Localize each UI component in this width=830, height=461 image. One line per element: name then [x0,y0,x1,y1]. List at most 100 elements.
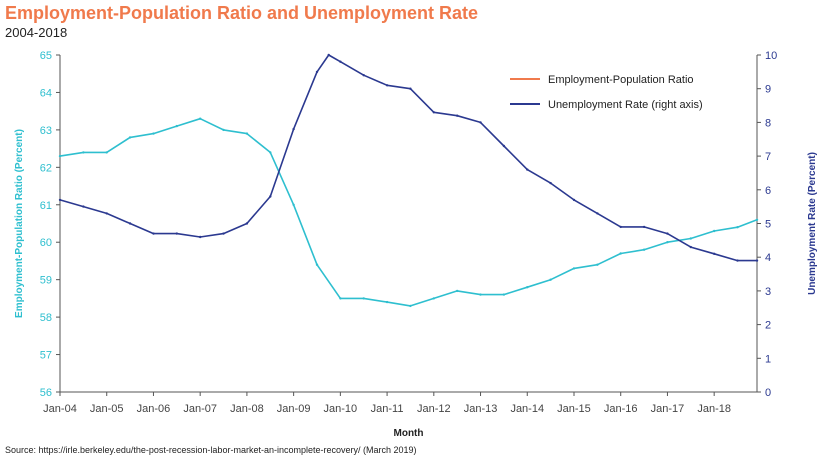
left-tick-label: 56 [40,387,52,399]
right-tick-label: 10 [765,50,777,62]
unemployment-point [128,222,132,225]
unemployment-point [222,232,225,235]
epop-point [385,300,389,304]
unemployment-point [689,245,692,249]
left-tick-label: 57 [40,350,52,362]
left-tick-label: 58 [40,312,52,324]
epop-point [549,278,552,281]
epop-point [175,124,178,128]
unemployment-line [59,54,757,262]
unemployment-point [199,235,202,239]
right-tick-label: 0 [765,387,771,399]
left-tick-label: 62 [40,162,52,174]
left-tick-label: 65 [40,50,52,62]
epop-point [689,237,692,240]
unemployment-point [105,212,108,215]
epop-point [456,289,459,293]
epop-point [666,241,669,244]
epop-point [58,154,62,158]
x-tick-label: Jan-05 [90,403,124,415]
unemployment-point [152,232,155,235]
left-tick-label: 61 [40,200,52,212]
epop-point [479,293,482,296]
x-axis-title: Month [394,428,424,439]
unemployment-point [479,121,482,124]
unemployment-point [409,87,412,90]
unemployment-point [456,114,459,117]
epop-point [105,151,108,154]
chart-title: Employment-Population Ratio and Unemploy… [5,3,479,23]
unemployment-series [58,53,759,262]
x-tick-label: Jan-12 [417,403,451,415]
unemployment-point [175,232,178,235]
right-axis-title: Unemployment Rate (Percent) [807,152,818,295]
unemployment-point [502,144,506,148]
legend-label-epop: Employment-Population Ratio [548,74,694,86]
right-tick-label: 5 [765,219,771,231]
unemployment-point [362,74,365,77]
x-tick-label: Jan-13 [464,403,498,415]
unemployment-point [755,259,759,262]
left-axis-title: Employment-Population Ratio (Percent) [14,129,25,318]
epop-point [362,297,365,300]
epop-line [59,117,758,307]
legend-label-unemployment: Unemployment Rate (right axis) [548,99,703,111]
unemployment-point [642,225,646,229]
source-note: Source: https://irle.berkeley.edu/the-po… [5,445,417,455]
unemployment-point [736,259,739,262]
x-tick-label: Jan-17 [651,403,685,415]
chart-subtitle: 2004-2018 [5,25,68,40]
chart-legend: Employment-Population Ratio Unemployment… [510,74,703,111]
epop-point [128,136,132,139]
x-tick-label: Jan-14 [510,403,544,415]
unemployment-point [666,232,669,235]
epop-point [152,132,155,135]
left-tick-label: 64 [40,87,52,99]
right-tick-label: 7 [765,151,771,163]
x-tick-label: Jan-11 [371,403,404,415]
epop-point [713,229,716,233]
epop-point [222,128,225,132]
epop-point [82,151,85,154]
unemployment-point [82,205,85,208]
epop-point [292,203,295,206]
unemployment-point [572,198,576,202]
right-tick-label: 3 [765,286,771,298]
x-tick-label: Jan-10 [324,403,358,415]
epop-point [315,263,319,266]
x-tick-label: Jan-16 [604,403,638,415]
right-tick-label: 6 [765,185,771,197]
epop-point [736,226,739,229]
epop-point [526,286,529,289]
epop-point [245,132,249,135]
unemployment-point [58,198,62,202]
unemployment-point [526,168,529,171]
x-tick-label: Jan-04 [43,403,77,415]
unemployment-point [269,195,272,198]
unemployment-point [245,222,249,225]
x-tick-label: Jan-07 [183,403,217,415]
unemployment-point [327,53,330,57]
x-tick-label: Jan-08 [230,403,264,415]
epop-point [596,263,599,266]
right-tick-label: 9 [765,84,771,96]
unemployment-point [292,127,295,131]
unemployment-point [596,212,599,215]
epop-point [572,267,576,270]
x-tick-label: Jan-09 [277,403,311,415]
unemployment-point [432,111,435,114]
epop-point [199,117,202,120]
left-tick-label: 60 [40,237,52,249]
unemployment-point [619,225,622,229]
unemployment-point [713,252,716,255]
unemployment-point [315,70,319,74]
epop-point [409,304,412,308]
right-tick-label: 8 [765,117,771,129]
epop-point [432,297,435,300]
epop-point [269,151,272,154]
epop-point [339,297,342,300]
unemployment-point [549,181,552,185]
unemployment-point [339,60,342,63]
